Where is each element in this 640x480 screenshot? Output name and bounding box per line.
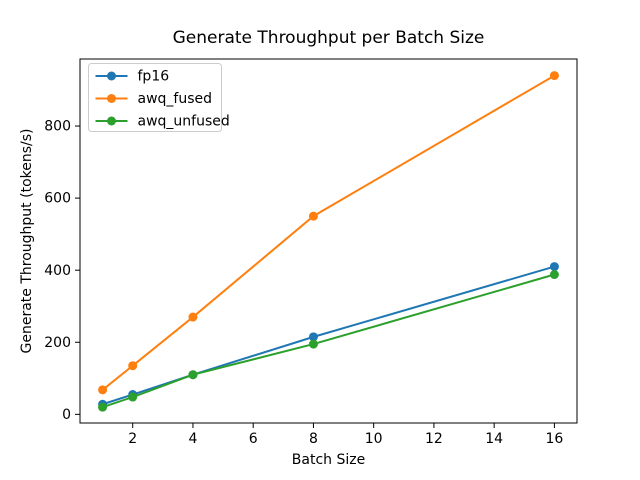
x-tick-label: 8 bbox=[309, 431, 318, 447]
legend-sample-marker-fp16 bbox=[107, 71, 116, 81]
y-axis-label: Generate Throughput (tokens/s) bbox=[19, 128, 35, 354]
x-tick-label: 14 bbox=[485, 431, 503, 447]
data-point-awq_unfused bbox=[308, 339, 318, 349]
data-point-fp16 bbox=[308, 332, 318, 342]
y-tick-label: 800 bbox=[44, 119, 71, 135]
x-axis-label: Batch Size bbox=[291, 452, 366, 468]
legend-box bbox=[88, 63, 222, 132]
data-point-awq_fused bbox=[188, 312, 198, 322]
y-tick-label: 600 bbox=[44, 191, 71, 207]
x-tick-label: 12 bbox=[425, 431, 443, 447]
legend-sample-marker-awq_unfused bbox=[107, 116, 116, 126]
y-tick-label: 200 bbox=[44, 335, 71, 351]
y-tick-label: 400 bbox=[44, 263, 71, 279]
data-point-awq_fused bbox=[98, 385, 108, 395]
data-point-awq_fused bbox=[128, 361, 138, 371]
legend-sample-marker-awq_fused bbox=[107, 94, 116, 103]
data-point-awq_unfused bbox=[549, 270, 559, 280]
data-point-awq_unfused bbox=[188, 370, 198, 380]
x-tick-label: 2 bbox=[128, 431, 137, 447]
chart-title: Generate Throughput per Batch Size bbox=[172, 28, 485, 48]
x-tick-label: 16 bbox=[545, 431, 563, 447]
data-point-fp16 bbox=[549, 262, 559, 272]
y-tick-label: 0 bbox=[62, 407, 71, 423]
x-tick-label: 10 bbox=[365, 431, 383, 447]
legend-label-awq_unfused: awq_unfused bbox=[138, 114, 230, 130]
legend-label-awq_fused: awq_fused bbox=[138, 91, 213, 107]
data-point-awq_unfused bbox=[128, 392, 138, 402]
data-point-awq_fused bbox=[549, 71, 559, 81]
x-tick-label: 6 bbox=[249, 431, 258, 447]
data-point-awq_unfused bbox=[98, 402, 108, 412]
legend-label-fp16: fp16 bbox=[138, 69, 170, 85]
x-tick-label: 4 bbox=[188, 431, 197, 447]
data-point-awq_fused bbox=[308, 211, 318, 221]
